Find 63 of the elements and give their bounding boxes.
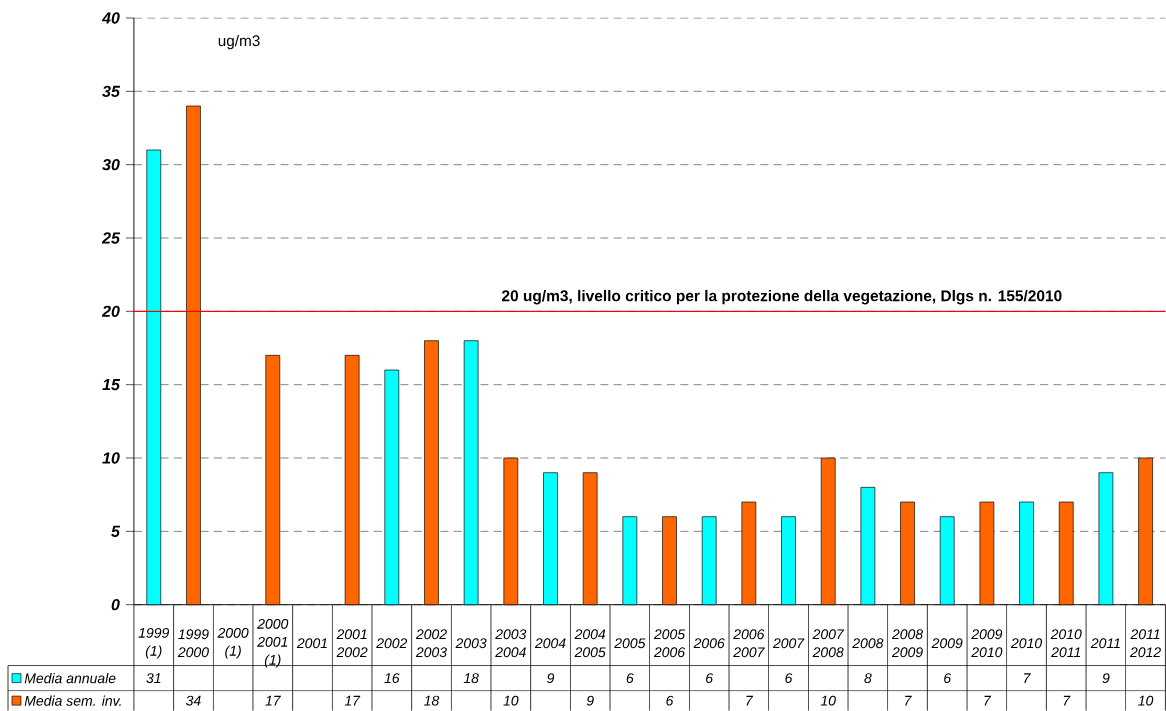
data-label: 17 [344, 695, 361, 706]
x-tick-label: 2005 [614, 638, 646, 649]
data-label: 6 [785, 673, 793, 684]
legend-label: Media annuale [24, 672, 116, 684]
x-tick-label: 2007 2008 [812, 629, 845, 658]
data-label: 18 [463, 673, 479, 684]
x-tick-label: 2005 2006 [653, 629, 686, 658]
data-label: 31 [146, 673, 161, 684]
x-tick-label: 2010 [1010, 638, 1042, 649]
y-tick-label: 35 [102, 85, 121, 97]
data-label: 6 [706, 673, 714, 684]
x-tick-label: 2008 [852, 638, 884, 649]
x-tick-label: 2001 2002 [336, 629, 368, 658]
x-tick-label: 2006 [693, 638, 725, 649]
y-tick-label: 10 [102, 452, 120, 464]
y-tick-label: 40 [101, 12, 120, 24]
data-label: 7 [905, 695, 912, 706]
x-tick-label: 2007 [772, 638, 805, 649]
x-tick-label: 1999 (1) [138, 627, 170, 659]
x-tick-label: 2003 2004 [495, 629, 527, 658]
data-label: 18 [424, 695, 440, 706]
data-label: 7 [984, 695, 992, 706]
data-label: 8 [864, 673, 872, 684]
x-tick-label: 1999 2000 [177, 629, 209, 658]
x-tick-label: 2002 2003 [415, 629, 447, 658]
x-tick-label: 2004 2005 [574, 629, 606, 658]
x-tick-label: 2011 2012 [1129, 629, 1161, 658]
data-label: 6 [666, 695, 674, 706]
data-label: 7 [1063, 695, 1071, 706]
y-tick-label: 30 [102, 158, 120, 171]
y-tick-label: 5 [111, 525, 121, 537]
data-label: 7 [746, 695, 754, 706]
x-tick-label: 2001 [296, 638, 327, 649]
data-label: 6 [626, 673, 634, 684]
x-tick-label: 2009 [931, 638, 963, 649]
data-label: 10 [1138, 695, 1154, 706]
x-tick-label: 2000 2001 (1) [257, 618, 289, 668]
data-label: 10 [503, 695, 519, 706]
data-label: 7 [1024, 673, 1031, 683]
legend-label: Media sem. inv. [24, 695, 121, 706]
data-label: 34 [185, 695, 201, 706]
data-label: 9 [547, 673, 555, 684]
y-tick-label: 25 [101, 232, 121, 244]
data-label: 9 [1102, 673, 1110, 684]
x-tick-label: 2004 [534, 638, 566, 649]
x-tick-label: 2006 2007 [733, 629, 765, 658]
y-axis-title: ug/m3 [218, 34, 260, 50]
data-label: 6 [944, 673, 952, 684]
x-tick-label: 2010 2011 [1050, 629, 1082, 658]
y-tick-label: 20 [101, 305, 120, 317]
x-tick-label: 2002 [376, 638, 408, 649]
y-tick-label: 15 [102, 379, 121, 391]
x-tick-label: 2011 [1090, 638, 1120, 649]
data-label: 17 [265, 695, 281, 706]
x-tick-label: 2000 (1) [217, 627, 249, 659]
y-tick-label: 0 [111, 599, 120, 611]
x-tick-label: 2009 2010 [971, 629, 1003, 658]
data-label: 10 [820, 695, 836, 706]
x-tick-label: 2008 2009 [891, 629, 924, 658]
data-label: 9 [586, 695, 594, 706]
data-label: 16 [384, 673, 400, 684]
x-tick-label: 2003 [455, 638, 487, 649]
ref-line-label: 20 ug/m3, livello critico per la protezione della vegetazione, Dlgs n. 155/2010 [502, 289, 1062, 305]
